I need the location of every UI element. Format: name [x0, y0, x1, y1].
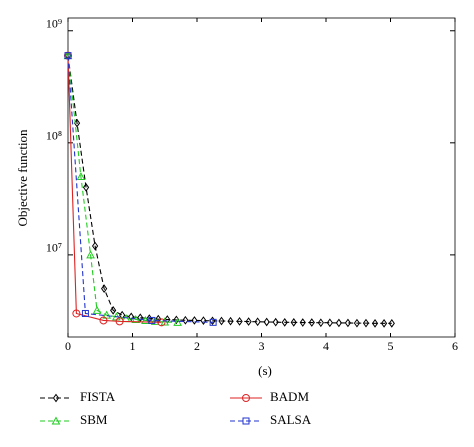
- data-point: [131, 314, 141, 324]
- data-point: [245, 317, 252, 326]
- data-point: [82, 183, 90, 192]
- y-axis-label: Objective function: [15, 129, 30, 227]
- data-point: [148, 316, 156, 324]
- legend-marker: [242, 417, 250, 425]
- y-tick-label: 10⁷: [46, 241, 62, 255]
- legend-label: BADM: [270, 389, 309, 404]
- data-point: [101, 284, 108, 293]
- legend-marker: [242, 394, 250, 402]
- data-point: [308, 318, 315, 327]
- data-point: [86, 250, 95, 259]
- y-tick-label: 10⁸: [46, 129, 62, 143]
- legend-label: SALSA: [270, 412, 312, 427]
- data-point: [182, 315, 189, 325]
- series-line: [67, 55, 214, 323]
- legend-label: SBM: [80, 412, 108, 427]
- x-tick-label: 3: [259, 339, 265, 353]
- data-point: [137, 313, 144, 323]
- data-point: [388, 318, 395, 328]
- series-line: [67, 55, 178, 323]
- data-point: [157, 318, 166, 327]
- data-point: [81, 309, 89, 317]
- data-point: [236, 317, 243, 326]
- data-point: [76, 172, 86, 181]
- data-point: [353, 318, 361, 328]
- data-point: [254, 317, 261, 327]
- data-point: [335, 318, 343, 328]
- data-point: [371, 318, 379, 328]
- data-point: [209, 318, 217, 326]
- data-point: [160, 317, 170, 326]
- data-point: [99, 316, 108, 325]
- x-tick-label: 6: [452, 339, 458, 353]
- legend-marker: [52, 393, 60, 403]
- data-point: [128, 312, 135, 322]
- series-line: [67, 55, 162, 323]
- data-point: [317, 318, 324, 328]
- data-point: [218, 316, 225, 326]
- data-point: [110, 305, 117, 315]
- plot-frame: [67, 17, 456, 338]
- x-axis-label: (s): [258, 363, 272, 378]
- y-tick-label: 10⁹: [46, 17, 62, 31]
- data-point: [173, 317, 182, 326]
- data-point: [72, 309, 81, 318]
- data-point: [362, 318, 370, 328]
- data-point: [92, 305, 102, 314]
- data-point: [64, 52, 72, 60]
- data-point: [344, 318, 352, 328]
- data-point: [281, 317, 288, 327]
- x-tick-label: 4: [323, 339, 329, 353]
- legend-marker: [51, 416, 61, 425]
- data-point: [227, 316, 234, 326]
- data-point: [91, 241, 99, 251]
- x-tick-label: 5: [388, 339, 394, 353]
- legend-label: FISTA: [80, 389, 116, 404]
- x-tick-label: 1: [130, 339, 136, 353]
- data-point: [290, 317, 297, 327]
- data-point: [299, 318, 306, 327]
- data-point: [326, 318, 333, 328]
- x-tick-label: 2: [194, 339, 200, 353]
- data-point: [272, 317, 279, 327]
- data-point: [191, 316, 198, 325]
- x-tick-label: 0: [65, 339, 71, 353]
- series-line: [67, 55, 392, 324]
- data-point: [200, 316, 207, 325]
- data-point: [115, 317, 124, 326]
- data-point: [380, 318, 388, 328]
- data-point: [263, 317, 270, 327]
